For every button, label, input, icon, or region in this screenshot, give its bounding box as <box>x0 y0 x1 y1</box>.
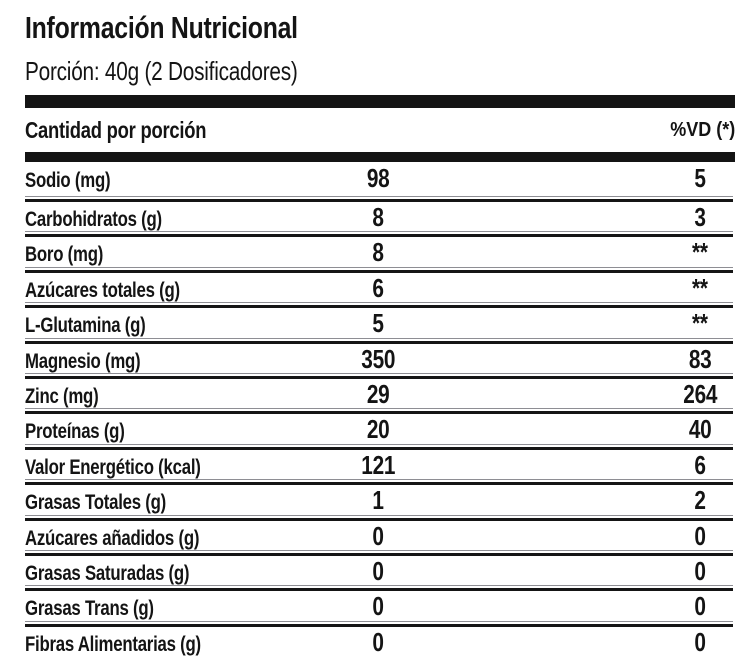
column-header-amount: Cantidad por porción <box>25 116 207 143</box>
row-label: Zinc (mg) <box>25 384 99 408</box>
row-amount: 0 <box>372 555 384 586</box>
table-row: Grasas Totales (g) 1 2 <box>25 485 735 521</box>
row-amount: 6 <box>372 272 384 303</box>
row-vd-percent: 40 <box>688 414 712 445</box>
nutrition-title: Información Nutricional <box>25 10 366 46</box>
table-row: Zinc (mg) 29 264 <box>25 379 735 415</box>
table-row: Proteínas (g) 20 40 <box>25 414 735 451</box>
row-label: Azúcares totales (g) <box>25 278 180 302</box>
serving-size-text: Porción: 40g (2 Dosificadores) <box>25 56 298 86</box>
divider-bar-bottom <box>25 152 735 162</box>
table-row: Azúcares añadidos (g) 0 0 <box>25 521 735 557</box>
row-vd-percent: 0 <box>694 626 706 657</box>
column-header-vd: %VD (*) <box>669 118 735 141</box>
row-vd-percent: 0 <box>694 555 706 586</box>
table-row: Carbohidratos (g) 8 3 <box>25 202 735 238</box>
serving-size: Porción: 40g (2 Dosificadores) <box>25 54 366 88</box>
row-label: Proteínas (g) <box>25 420 125 444</box>
row-amount: 8 <box>372 202 384 232</box>
row-amount: 121 <box>360 449 395 480</box>
row-label: Fibras Alimentarias (g) <box>25 632 201 656</box>
table-row: Azúcares totales (g) 6 ** <box>25 273 735 309</box>
row-vd-percent: 264 <box>682 378 717 409</box>
row-amount: 0 <box>372 520 384 551</box>
row-amount: 20 <box>366 414 390 445</box>
table-row: Boro (mg) 8 ** <box>25 237 735 274</box>
row-amount: 1 <box>372 485 384 516</box>
label-sheet: Información Nutricional Porción: 40g (2 … <box>25 0 735 672</box>
row-label: Valor Energético (kcal) <box>25 455 201 479</box>
table-row: Grasas Saturadas (g) 0 0 <box>25 556 735 592</box>
row-amount: 350 <box>360 343 395 374</box>
row-vd-percent: 5 <box>694 163 706 193</box>
row-amount: 8 <box>372 237 384 268</box>
row-label: Sodio (mg) <box>25 169 111 192</box>
row-vd-percent: 6 <box>694 449 706 480</box>
table-row: Grasas Trans (g) 0 0 <box>25 591 735 628</box>
table-row: Valor Energético (kcal) 121 6 <box>25 450 735 486</box>
row-vd-percent: 2 <box>694 485 706 516</box>
row-vd-percent: ** <box>692 272 708 303</box>
row-vd-percent: 0 <box>694 520 706 551</box>
row-label: Grasas Saturadas (g) <box>25 561 190 585</box>
row-label: L-Glutamina (g) <box>25 314 146 338</box>
row-label: Magnesio (mg) <box>25 349 141 373</box>
row-label: Azúcares añadidos (g) <box>25 526 200 550</box>
nutrition-title-text: Información Nutricional <box>25 10 298 45</box>
row-amount: 0 <box>372 591 384 622</box>
row-label: Grasas Totales (g) <box>25 491 167 515</box>
table-header: Cantidad por porción %VD (*) <box>25 108 735 152</box>
row-vd-percent: 0 <box>694 591 706 622</box>
row-vd-percent: ** <box>692 237 708 268</box>
row-amount: 5 <box>372 308 384 339</box>
row-label: Grasas Trans (g) <box>25 597 154 621</box>
row-vd-percent: 3 <box>694 202 706 232</box>
nutrition-table: Sodio (mg) 98 5 Carbohidratos (g) 8 3 Bo… <box>25 162 735 662</box>
table-row: Sodio (mg) 98 5 <box>25 162 735 202</box>
row-vd-percent: 83 <box>688 343 712 374</box>
table-row: L-Glutamina (g) 5 ** <box>25 308 735 344</box>
table-row: Fibras Alimentarias (g) 0 0 <box>25 627 735 662</box>
row-amount: 29 <box>366 378 390 409</box>
row-amount: 98 <box>366 163 390 193</box>
divider-bar-top <box>25 95 735 108</box>
row-label: Carbohidratos (g) <box>25 208 162 231</box>
row-label: Boro (mg) <box>25 243 104 267</box>
table-row: Magnesio (mg) 350 83 <box>25 344 735 380</box>
row-amount: 0 <box>372 626 384 657</box>
row-vd-percent: ** <box>692 308 708 339</box>
